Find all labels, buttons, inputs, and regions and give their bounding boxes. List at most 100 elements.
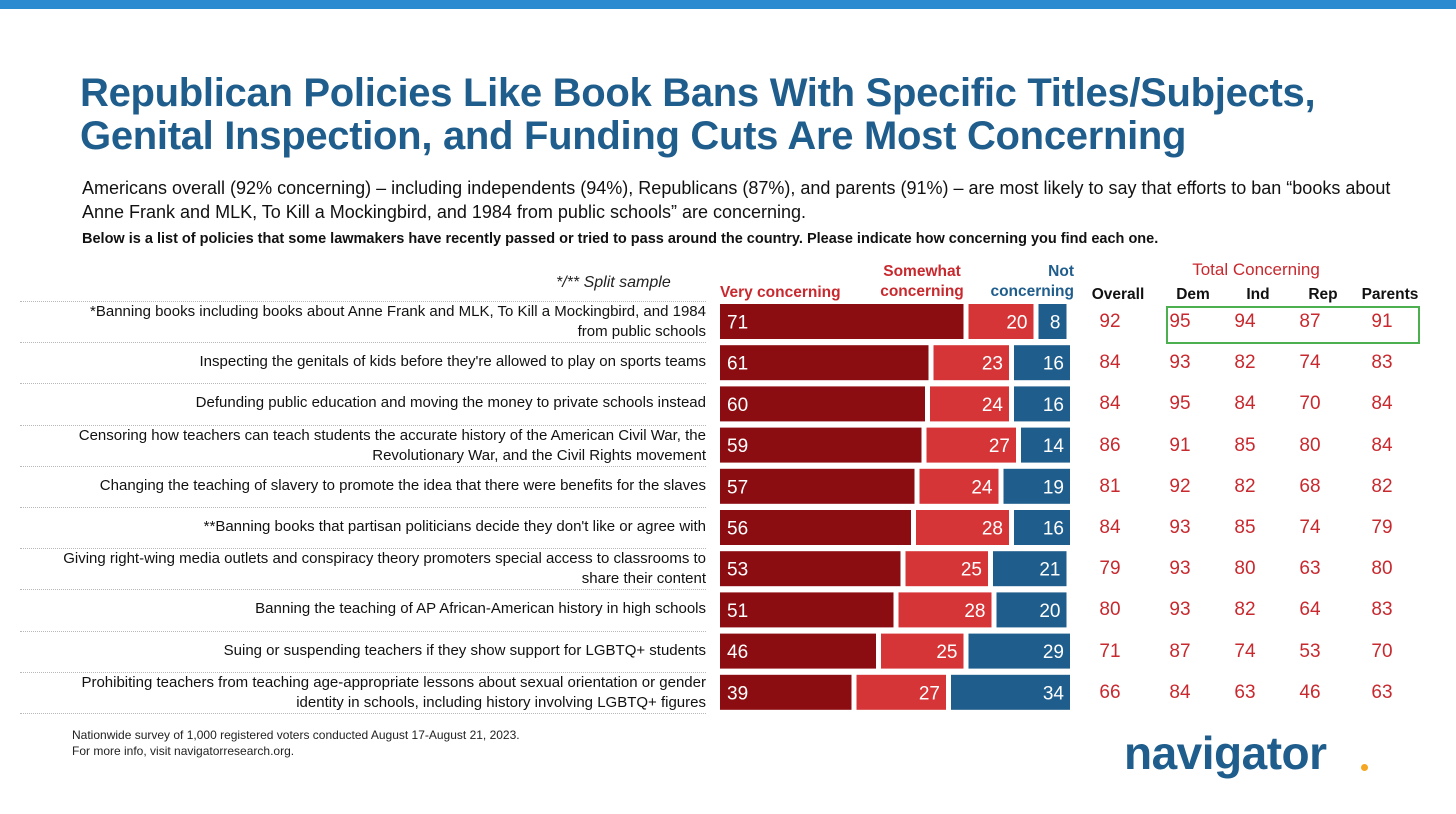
chart-title: Republican Policies Like Book Bans With … xyxy=(80,71,1316,158)
header-very-concerning: Very concerning xyxy=(720,284,841,301)
total-concerning-parents: 63 xyxy=(1371,681,1393,703)
bar-value-label: 20 xyxy=(1006,313,1027,334)
row-divider xyxy=(20,548,706,550)
total-concerning-ind: 85 xyxy=(1234,517,1256,538)
bar-value-label: 53 xyxy=(727,560,748,581)
header-somewhat-concerning: Somewhat concerning xyxy=(880,263,964,300)
bar-value-label: 25 xyxy=(961,560,982,581)
bar-very-concerning xyxy=(720,304,964,339)
bar-not-concerning xyxy=(996,592,1067,628)
top-accent-bar xyxy=(0,0,1456,9)
header-rep: Rep xyxy=(1308,286,1338,303)
table-row: **Banning books that partisan politician… xyxy=(0,507,1456,545)
header-ind: Ind xyxy=(1246,286,1270,303)
bar-value-label: 23 xyxy=(982,354,1003,375)
row-divider xyxy=(20,342,706,344)
total-concerning-overall: 81 xyxy=(1099,475,1121,497)
header-dem: Dem xyxy=(1176,286,1210,303)
bar-value-label: 59 xyxy=(727,436,748,457)
total-concerning-ind: 84 xyxy=(1234,393,1256,415)
total-concerning-overall: 71 xyxy=(1099,640,1121,662)
row-divider xyxy=(20,465,706,467)
bar-value-label: 16 xyxy=(1043,395,1064,416)
bar-value-label: 19 xyxy=(1043,477,1064,498)
bar-somewhat-concerning xyxy=(930,386,1009,422)
bar-value-label: 20 xyxy=(1039,601,1060,622)
total-concerning-rep: 68 xyxy=(1299,475,1321,497)
total-concerning-parents: 84 xyxy=(1371,434,1393,456)
bar-value-label: 51 xyxy=(727,601,748,622)
bar-somewhat-concerning xyxy=(926,427,1016,463)
total-concerning-ind: 63 xyxy=(1234,681,1256,703)
bar-value-label: 56 xyxy=(727,519,748,540)
row-label: *Banning books including books about Ann… xyxy=(90,303,706,340)
total-concerning-parents: 79 xyxy=(1371,517,1393,538)
bar-not-concerning xyxy=(1014,345,1070,381)
footnote-line-1: Nationwide survey of 1,000 registered vo… xyxy=(72,728,520,742)
total-concerning-ind: 82 xyxy=(1234,475,1256,497)
bar-value-label: 71 xyxy=(727,313,748,334)
bar-very-concerning xyxy=(720,386,925,422)
row-divider xyxy=(20,671,706,673)
bar-very-concerning xyxy=(720,633,876,669)
bar-value-label: 60 xyxy=(727,395,748,416)
bar-very-concerning xyxy=(720,551,901,587)
total-concerning-rep: 53 xyxy=(1299,640,1321,662)
total-concerning-overall: 84 xyxy=(1099,393,1121,415)
bar-value-label: 28 xyxy=(982,519,1003,540)
total-concerning-ind: 74 xyxy=(1234,640,1256,662)
bar-value-label: 29 xyxy=(1043,642,1064,663)
total-concerning-parents: 82 xyxy=(1371,475,1393,497)
bar-value-label: 24 xyxy=(971,477,993,498)
total-concerning-parents: 84 xyxy=(1371,393,1393,415)
row-divider xyxy=(20,630,706,632)
header-total-concerning: Total Concerning xyxy=(1192,260,1320,279)
total-concerning-parents: 83 xyxy=(1371,352,1393,374)
bar-value-label: 61 xyxy=(727,354,748,375)
total-concerning-overall: 86 xyxy=(1099,434,1121,456)
bar-somewhat-concerning xyxy=(856,674,946,710)
total-concerning-rep: 74 xyxy=(1299,517,1321,538)
total-concerning-dem: 87 xyxy=(1169,640,1191,662)
bar-somewhat-concerning xyxy=(881,633,964,669)
bar-somewhat-concerning xyxy=(916,510,1009,545)
navigator-logo: navigator xyxy=(1124,727,1327,779)
total-concerning-rep: 70 xyxy=(1299,393,1321,415)
bar-value-label: 14 xyxy=(1043,436,1065,457)
bar-value-label: 27 xyxy=(919,683,940,704)
total-concerning-overall: 84 xyxy=(1099,517,1121,538)
bar-not-concerning xyxy=(1003,468,1070,504)
table-row: Banning the teaching of AP African-Ameri… xyxy=(0,589,1456,627)
bar-very-concerning xyxy=(720,592,894,628)
bar-somewhat-concerning xyxy=(898,592,992,628)
row-label: Giving right-wing media outlets and cons… xyxy=(63,550,706,588)
total-concerning-dem: 93 xyxy=(1169,599,1191,621)
total-concerning-ind: 85 xyxy=(1234,434,1256,456)
bar-somewhat-concerning xyxy=(905,551,988,587)
bar-not-concerning xyxy=(1014,386,1070,422)
bar-somewhat-concerning xyxy=(968,304,1034,339)
bar-not-concerning xyxy=(968,633,1070,669)
bar-somewhat-concerning xyxy=(919,468,999,504)
table-row: Defunding public education and moving th… xyxy=(0,383,1456,421)
row-divider xyxy=(20,507,706,508)
table-row: Prohibiting teachers from teaching age-a… xyxy=(0,671,1456,711)
highlight-box xyxy=(1166,306,1420,344)
total-concerning-overall: 80 xyxy=(1099,599,1121,621)
total-concerning-ind: 82 xyxy=(1234,352,1256,374)
total-concerning-overall: 92 xyxy=(1099,311,1121,332)
bar-somewhat-concerning xyxy=(933,345,1009,381)
bar-not-concerning xyxy=(1021,427,1070,463)
table-row: Giving right-wing media outlets and cons… xyxy=(0,548,1456,588)
row-label: Censoring how teachers can teach student… xyxy=(78,426,706,464)
row-label: Changing the teaching of slavery to prom… xyxy=(99,476,706,494)
table-row: Censoring how teachers can teach student… xyxy=(0,424,1456,464)
row-label: Banning the teaching of AP African-Ameri… xyxy=(255,600,706,618)
total-concerning-rep: 63 xyxy=(1299,558,1321,580)
total-concerning-parents: 80 xyxy=(1371,558,1393,580)
total-concerning-dem: 93 xyxy=(1169,517,1191,538)
bar-very-concerning xyxy=(720,468,915,504)
bar-very-concerning xyxy=(720,510,911,545)
total-concerning-overall: 66 xyxy=(1099,681,1121,703)
